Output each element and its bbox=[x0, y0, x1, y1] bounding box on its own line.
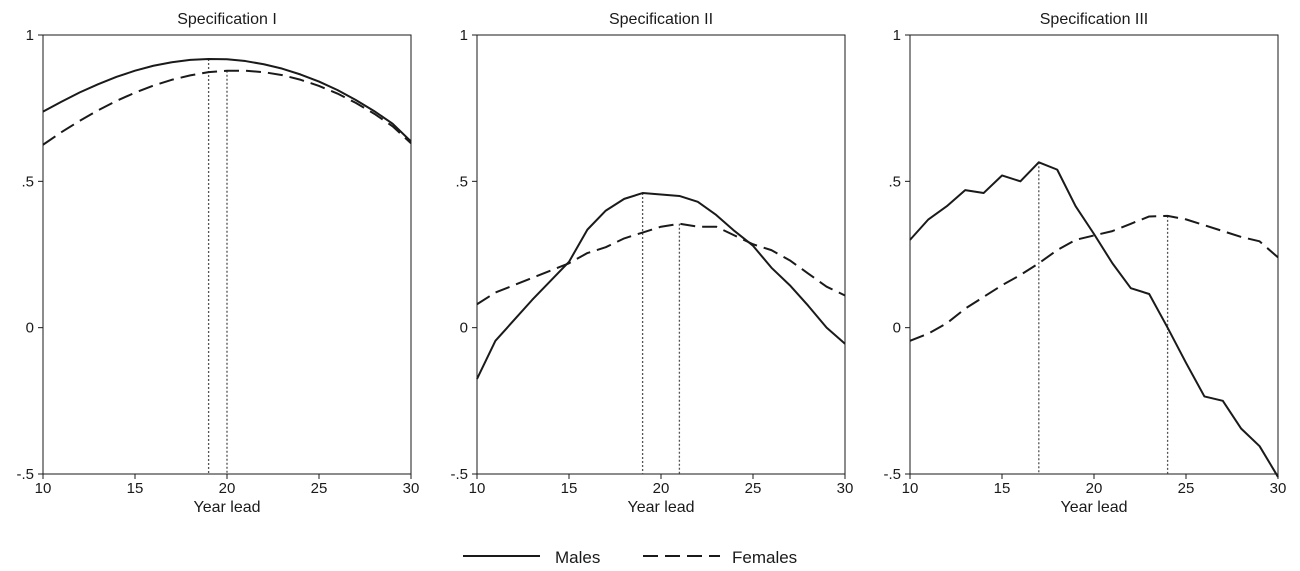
series-line-males bbox=[42, 58, 412, 143]
x-tick-label: 15 bbox=[994, 480, 1011, 497]
series-line-females bbox=[909, 214, 1279, 342]
x-tick-label: 20 bbox=[219, 480, 236, 497]
y-tick-label: .5 bbox=[21, 173, 34, 190]
x-tick-label: 15 bbox=[561, 480, 578, 497]
panel-title: Specification I bbox=[177, 11, 277, 28]
x-tick-label: 30 bbox=[403, 480, 420, 497]
series-line-females bbox=[476, 222, 846, 306]
panel-3: Specification III -.5 0 .5 1 10 15 20 25 30 Year l… bbox=[883, 11, 1286, 516]
y-tick-label: .5 bbox=[455, 173, 468, 190]
series-line-females bbox=[42, 69, 412, 146]
legend: Males Females bbox=[463, 548, 797, 567]
legend-males-label: Males bbox=[555, 548, 600, 567]
plot-frame bbox=[476, 34, 846, 475]
x-tick-label: 10 bbox=[902, 480, 919, 497]
panel-2: Specification II -.5 0 .5 1 10 15 20 25 30 Year le… bbox=[450, 11, 853, 516]
x-tick-label: 20 bbox=[653, 480, 670, 497]
x-axis-label: Year lead bbox=[1060, 499, 1127, 516]
x-tick-label: 20 bbox=[1086, 480, 1103, 497]
plot-frame bbox=[909, 34, 1279, 475]
y-tick-label: -.5 bbox=[883, 466, 901, 483]
x-tick-label: 30 bbox=[1270, 480, 1287, 497]
legend-females-label: Females bbox=[732, 548, 797, 567]
x-tick-label: 10 bbox=[469, 480, 486, 497]
y-tick-label: 1 bbox=[460, 27, 468, 44]
y-tick-label: -.5 bbox=[16, 466, 34, 483]
x-axis-label: Year lead bbox=[193, 499, 260, 516]
panel-title: Specification II bbox=[609, 11, 713, 28]
y-tick-label: 0 bbox=[26, 320, 34, 337]
y-tick-label: -.5 bbox=[450, 466, 468, 483]
x-tick-label: 15 bbox=[127, 480, 144, 497]
y-tick-label: .5 bbox=[888, 173, 901, 190]
series-line-males bbox=[909, 161, 1279, 478]
series-line-males bbox=[476, 192, 846, 380]
panel-1: Specification I -.5 0 .5 1 10 15 20 25 30 Year lea… bbox=[16, 11, 419, 516]
y-tick-label: 1 bbox=[893, 27, 901, 44]
y-tick-label: 0 bbox=[460, 320, 468, 337]
y-tick-label: 0 bbox=[893, 320, 901, 337]
x-tick-label: 10 bbox=[35, 480, 52, 497]
x-tick-label: 25 bbox=[311, 480, 328, 497]
y-tick-label: 1 bbox=[26, 27, 34, 44]
x-axis-label: Year lead bbox=[627, 499, 694, 516]
x-tick-label: 25 bbox=[745, 480, 762, 497]
x-tick-label: 25 bbox=[1178, 480, 1195, 497]
panel-title: Specification III bbox=[1040, 11, 1149, 28]
x-tick-label: 30 bbox=[837, 480, 854, 497]
